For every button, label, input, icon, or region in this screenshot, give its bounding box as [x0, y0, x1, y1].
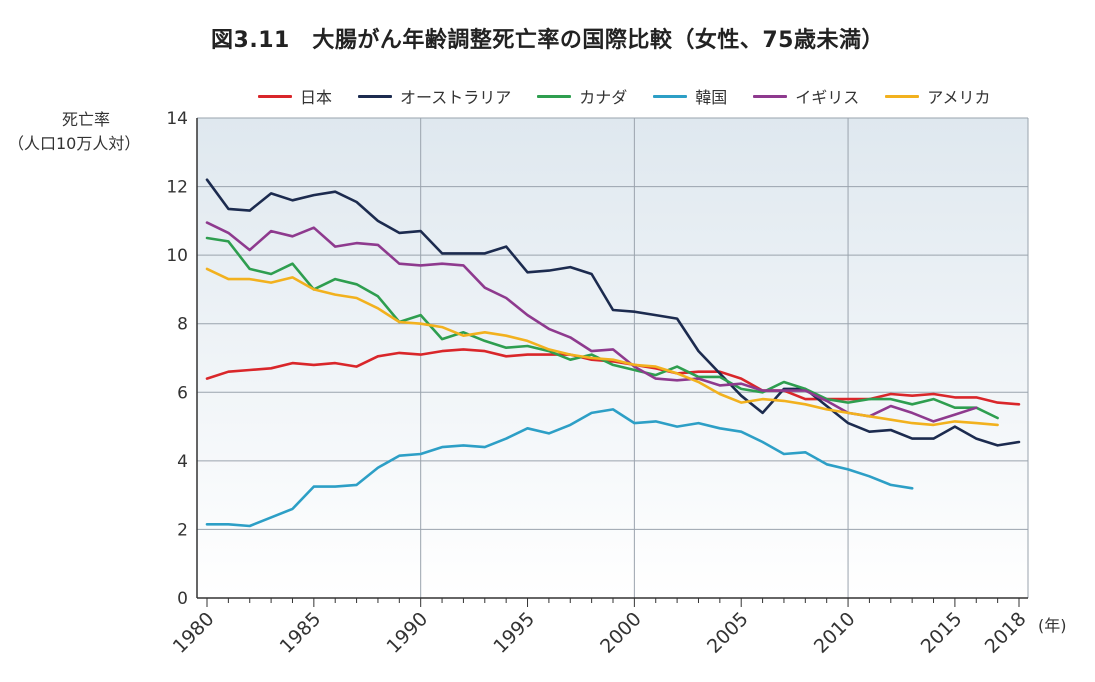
legend-swatch	[258, 94, 292, 98]
legend: 日本 オーストラリア カナダ 韓国 イギリス アメリカ	[258, 84, 990, 108]
legend-swatch	[653, 94, 688, 98]
y-tick-label: 12	[166, 178, 188, 198]
x-tick-label: 1985	[276, 608, 326, 658]
series-line-australia	[205, 178, 1021, 447]
series-line-korea	[205, 408, 914, 528]
plot-area	[197, 118, 1028, 598]
x-tick-label: 1995	[489, 608, 539, 658]
x-tick-label: 2015	[917, 608, 967, 658]
legend-label: イギリス	[795, 88, 860, 107]
legend-swatch	[753, 94, 788, 98]
chart-title: 図3.11 大腸がん年齢調整死亡率の国際比較（女性、75歳未満）	[211, 28, 884, 53]
legend-item-canada: カナダ	[537, 84, 627, 108]
y-axis-label: 死亡率 （人口10万人対）	[8, 108, 140, 156]
x-tick-label: 1980	[169, 608, 219, 658]
y-tick-label: 14	[166, 109, 188, 129]
y-tick-label: 10	[166, 246, 188, 266]
gridlines	[197, 117, 1029, 598]
series-line-japan	[205, 348, 1021, 406]
legend-item-australia: オーストラリア	[358, 84, 511, 108]
y-axis-label-line1: 死亡率	[62, 110, 111, 129]
x-tick-label: 2018	[981, 608, 1031, 658]
legend-label: 韓国	[695, 88, 728, 107]
x-tick-label: 2000	[596, 608, 646, 658]
legend-label: オーストラリア	[400, 88, 512, 107]
legend-swatch	[537, 94, 572, 98]
x-tick-label: 2010	[810, 608, 860, 658]
y-axis-label-line2: （人口10万人対）	[8, 134, 141, 153]
legend-item-usa: アメリカ	[885, 84, 990, 108]
legend-item-japan: 日本	[258, 84, 332, 108]
legend-swatch	[358, 94, 393, 98]
legend-label: カナダ	[579, 88, 628, 107]
legend-item-uk: イギリス	[753, 84, 859, 108]
x-tick-label: 2005	[703, 608, 753, 658]
legend-item-korea: 韓国	[653, 84, 727, 108]
y-tick-label: 6	[177, 383, 188, 403]
y-tick-label: 8	[177, 315, 188, 335]
axes	[196, 118, 1028, 607]
legend-swatch	[885, 94, 920, 98]
series-lines	[205, 178, 1021, 528]
y-tick-label: 4	[177, 452, 188, 472]
y-tick-label: 0	[177, 589, 188, 609]
x-tick-label: 1990	[382, 608, 432, 658]
series-line-usa	[205, 267, 999, 427]
legend-label: 日本	[300, 88, 333, 107]
y-tick-label: 2	[177, 520, 188, 540]
x-axis-unit: (年)	[1038, 616, 1067, 635]
legend-label: アメリカ	[927, 88, 991, 107]
